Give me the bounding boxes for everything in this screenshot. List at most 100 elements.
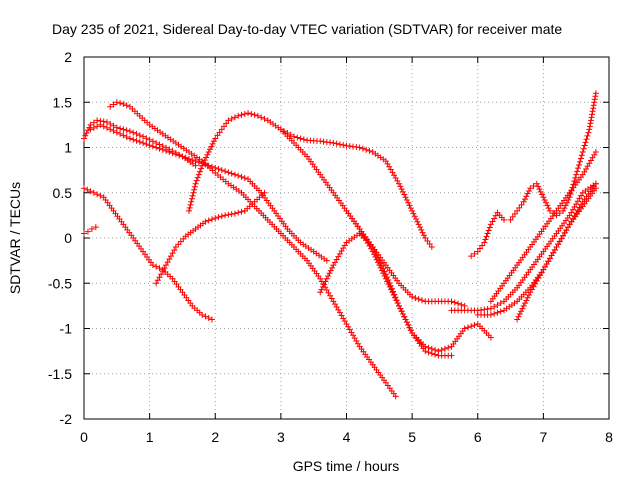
data-point: [392, 393, 399, 400]
data-point: [468, 323, 475, 330]
data-point: [169, 150, 176, 157]
data-point: [520, 302, 527, 309]
data-point: [225, 169, 232, 176]
data-point: [231, 210, 238, 217]
data-point: [149, 143, 156, 150]
data-point: [84, 228, 91, 235]
data-point: [483, 233, 490, 240]
data-point: [84, 186, 91, 193]
data-point: [591, 96, 598, 103]
data-point: [188, 195, 195, 202]
data-point: [405, 321, 412, 328]
data-point: [590, 102, 597, 109]
data-point: [156, 145, 163, 152]
data-point: [221, 123, 227, 130]
data-point: [209, 140, 216, 147]
data-point: [117, 125, 124, 132]
data-point: [582, 139, 589, 146]
data-point: [300, 136, 307, 143]
data-point: [186, 155, 192, 162]
data-point: [169, 250, 176, 257]
series-arc-4: [81, 185, 215, 323]
data-point: [340, 142, 347, 149]
data-point: [323, 257, 330, 264]
data-point: [94, 191, 101, 198]
data-point: [494, 301, 501, 308]
data-point: [92, 224, 99, 231]
data-point: [464, 324, 471, 331]
data-point: [110, 122, 117, 129]
data-point: [82, 132, 89, 139]
data-point: [238, 111, 245, 118]
data-point: [204, 151, 211, 158]
data-point: [88, 225, 95, 232]
data-point: [359, 145, 366, 152]
x-axis-label: GPS time / hours: [293, 458, 400, 474]
data-point: [158, 271, 165, 278]
data-point: [281, 128, 288, 135]
data-point: [406, 324, 413, 331]
data-point: [191, 183, 198, 190]
data-point: [200, 159, 207, 166]
data-point: [497, 300, 504, 307]
x-tick-label: 1: [146, 429, 154, 445]
data-point: [586, 126, 593, 133]
data-point: [441, 345, 448, 352]
data-point: [527, 185, 534, 192]
data-point: [136, 138, 143, 145]
data-point: [133, 130, 140, 137]
data-point: [195, 159, 202, 166]
data-point: [190, 189, 197, 196]
y-tick-labels: -2 -1.5 -1 -0.5 0 0.5 1 1.5 2: [48, 49, 72, 427]
x-tick-label: 4: [343, 429, 351, 445]
data-point: [126, 128, 133, 135]
data-point: [251, 111, 258, 118]
data-point: [166, 149, 173, 156]
data-point: [189, 156, 196, 163]
data-point: [205, 217, 212, 224]
data-point: [479, 242, 486, 249]
data-point: [126, 135, 133, 142]
data-point: [399, 188, 406, 195]
data-point: [397, 183, 404, 190]
data-point: [487, 305, 494, 312]
data-point: [245, 110, 252, 117]
data-point: [420, 232, 427, 239]
data-point: [518, 308, 525, 315]
data-point: [94, 117, 101, 124]
data-point: [587, 117, 594, 124]
data-point: [330, 139, 337, 146]
data-point: [156, 274, 163, 281]
data-point: [196, 168, 203, 175]
data-point: [585, 129, 592, 136]
data-point: [578, 152, 585, 159]
data-point: [401, 191, 408, 198]
data-point: [409, 207, 416, 214]
data-point: [235, 112, 242, 119]
data-point: [208, 216, 215, 223]
x-tick-label: 5: [408, 429, 416, 445]
series-arc-13: [507, 90, 599, 223]
data-point: [474, 248, 481, 255]
series-arc-6: [153, 189, 268, 287]
y-tick-label: -2: [60, 411, 73, 427]
data-point: [591, 99, 598, 106]
data-point: [166, 256, 173, 263]
data-point: [369, 248, 376, 255]
data-point: [216, 129, 223, 136]
data-point: [192, 158, 199, 165]
data-point: [90, 189, 97, 196]
data-point: [540, 194, 547, 201]
data-point: [546, 207, 553, 214]
y-tick-label: 1: [64, 140, 72, 156]
data-point: [235, 209, 242, 216]
data-point: [113, 129, 120, 136]
data-point: [161, 265, 168, 272]
data-point: [523, 193, 530, 200]
data-point: [235, 172, 242, 179]
data-point: [110, 101, 117, 108]
data-point: [90, 119, 97, 126]
data-point: [448, 298, 455, 305]
y-tick-label: -0.5: [48, 275, 72, 291]
data-point: [208, 316, 215, 323]
